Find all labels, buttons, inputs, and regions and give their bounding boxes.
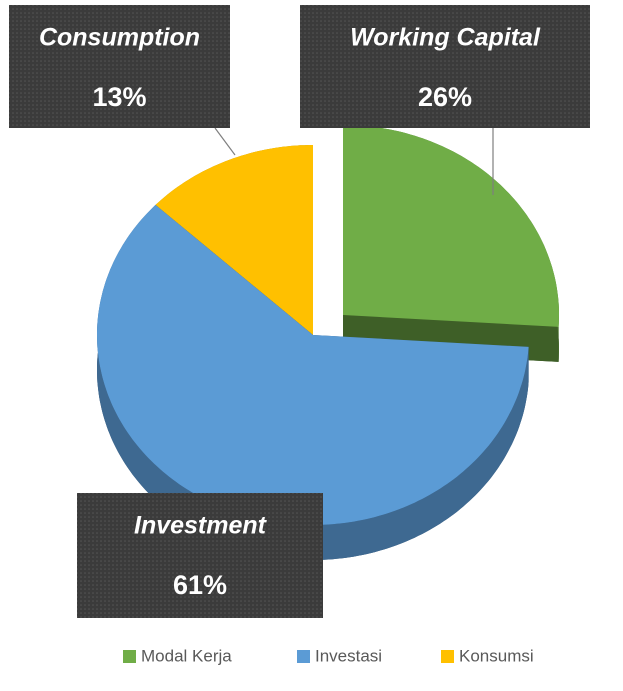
data-label-box: [9, 5, 230, 128]
legend-label: Modal Kerja: [141, 646, 232, 665]
leader-line: [214, 127, 236, 156]
legend-swatch: [123, 650, 136, 663]
data-label-name: Consumption: [39, 24, 200, 52]
legend-swatch: [297, 650, 310, 663]
data-label-name: Working Capital: [350, 24, 541, 52]
legend-swatch: [441, 650, 454, 663]
data-label-value: 13%: [92, 82, 146, 112]
data-label-value: 26%: [418, 82, 472, 112]
slice-top: [155, 145, 313, 335]
data-label-box: [300, 5, 590, 128]
data-label-box: [77, 493, 323, 618]
data-label-value: 61%: [173, 570, 227, 600]
slice-top: [343, 125, 559, 327]
slice-top: [97, 204, 529, 525]
legend-label: Konsumsi: [459, 646, 534, 665]
legend-label: Investasi: [315, 646, 382, 665]
data-label-name: Investment: [134, 512, 268, 540]
